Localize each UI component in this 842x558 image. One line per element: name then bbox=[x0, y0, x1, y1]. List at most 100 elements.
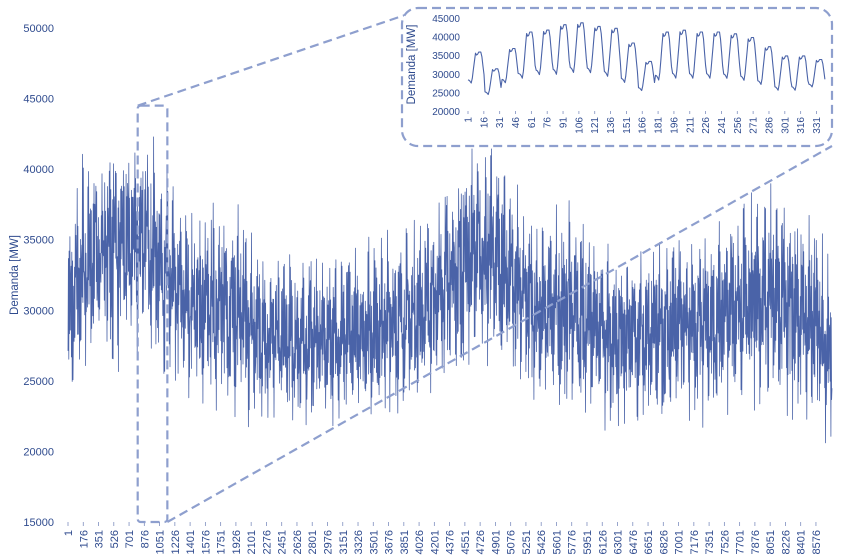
inset-x-tick-label: 76 bbox=[543, 117, 554, 129]
main-y-tick-label: 15000 bbox=[23, 517, 54, 529]
inset-frame bbox=[400, 6, 834, 148]
inset-demand-series bbox=[467, 22, 826, 96]
zoom-connector-bottom bbox=[166, 145, 833, 523]
main-x-tick-label: 2101 bbox=[246, 530, 258, 554]
inset-x-tick-label: 166 bbox=[638, 117, 649, 134]
main-x-tick-label: 8401 bbox=[796, 530, 808, 554]
zoom-connectors bbox=[137, 10, 833, 523]
main-y-tick-label: 40000 bbox=[23, 164, 54, 176]
main-x-tick-label: 3676 bbox=[384, 530, 396, 554]
inset-x-tick-label: 256 bbox=[733, 117, 744, 134]
main-x-tick-label: 8051 bbox=[765, 530, 777, 554]
highlight-window-box bbox=[136, 104, 169, 524]
main-x-tick-label: 7176 bbox=[689, 530, 701, 554]
inset-y-tick-label: 35000 bbox=[432, 51, 460, 62]
main-x-tick-label: 1051 bbox=[155, 530, 167, 554]
main-x-tick-label: 5076 bbox=[506, 530, 518, 554]
inset-x-tick-label: 31 bbox=[495, 117, 506, 129]
main-x-tick-label: 3151 bbox=[338, 530, 350, 554]
main-x-tick-label: 5776 bbox=[567, 530, 579, 554]
main-x-tick-label: 5426 bbox=[536, 530, 548, 554]
inset-chart: 20000 25000 30000 35000 40000 45000 1 16 31 46 61… bbox=[400, 6, 834, 148]
main-x-tick-label: 351 bbox=[94, 530, 106, 548]
main-y-tick-label: 50000 bbox=[23, 23, 54, 35]
inset-x-tick-label: 301 bbox=[780, 117, 791, 134]
main-x-tick-label: 4551 bbox=[460, 530, 472, 554]
main-x-tick-label: 701 bbox=[124, 530, 136, 548]
main-x-tick-label: 1226 bbox=[170, 530, 182, 554]
main-x-tick-label: 4376 bbox=[445, 530, 457, 554]
main-x-tick-label: 8576 bbox=[811, 530, 823, 554]
main-x-tick-label: 5601 bbox=[551, 530, 563, 554]
main-x-tick-label: 1401 bbox=[185, 530, 197, 554]
main-x-tick-label: 1751 bbox=[216, 530, 228, 554]
inset-x-tick-label: 331 bbox=[812, 117, 823, 134]
main-y-tick-label: 45000 bbox=[23, 94, 54, 106]
main-chart: 15000 20000 25000 30000 35000 40000 45000 50000… bbox=[9, 23, 833, 554]
inset-x-tick-label: 241 bbox=[717, 117, 728, 134]
main-y-tick-label: 35000 bbox=[23, 235, 54, 247]
inset-x-tick-label: 271 bbox=[749, 117, 760, 134]
main-x-tick-label: 876 bbox=[139, 530, 151, 548]
main-x-tick-label: 6826 bbox=[658, 530, 670, 554]
main-y-tick-label: 30000 bbox=[23, 305, 54, 317]
main-demand-series bbox=[67, 136, 833, 444]
main-x-tick-label: 6126 bbox=[597, 530, 609, 554]
inset-x-tick-label: 91 bbox=[559, 117, 570, 129]
main-y-axis-ticks: 15000 20000 25000 30000 35000 40000 45000 50000 bbox=[23, 23, 54, 529]
main-x-tick-label: 5251 bbox=[521, 530, 533, 554]
main-x-tick-label: 2451 bbox=[277, 530, 289, 554]
main-x-tick-label: 7701 bbox=[735, 530, 747, 554]
main-x-tick-label: 6476 bbox=[628, 530, 640, 554]
main-x-tick-label: 3501 bbox=[368, 530, 380, 554]
inset-x-tick-label: 151 bbox=[622, 117, 633, 134]
inset-x-tick-label: 211 bbox=[685, 117, 696, 133]
main-x-tick-label: 6651 bbox=[643, 530, 655, 554]
main-x-tick-label: 1576 bbox=[200, 530, 212, 554]
inset-x-tick-label: 1 bbox=[464, 117, 475, 123]
inset-x-tick-label: 121 bbox=[590, 117, 601, 134]
inset-x-tick-label: 16 bbox=[479, 117, 490, 129]
main-x-tick-label: 176 bbox=[78, 530, 90, 548]
main-x-tick-label: 526 bbox=[109, 530, 121, 548]
main-x-tick-label: 7001 bbox=[674, 530, 686, 554]
main-x-tick-label: 3851 bbox=[399, 530, 411, 554]
main-x-tick-label: 1 bbox=[63, 530, 75, 536]
main-x-tick-label: 4901 bbox=[490, 530, 502, 554]
main-x-tick-label: 2276 bbox=[261, 530, 273, 554]
main-x-tick-label: 2976 bbox=[322, 530, 334, 554]
main-y-tick-label: 25000 bbox=[23, 376, 54, 388]
inset-y-tick-label: 25000 bbox=[432, 88, 460, 99]
inset-y-tick-label: 40000 bbox=[432, 33, 460, 44]
inset-y-axis-title: Demanda [MW] bbox=[406, 25, 418, 105]
main-x-tick-label: 8226 bbox=[780, 530, 792, 554]
zoom-connector-top bbox=[137, 10, 415, 107]
inset-y-axis-ticks: 20000 25000 30000 35000 40000 45000 bbox=[432, 14, 460, 118]
main-x-tick-label: 2801 bbox=[307, 530, 319, 554]
main-x-tick-label: 4201 bbox=[429, 530, 441, 554]
main-x-tick-label: 7526 bbox=[719, 530, 731, 554]
main-y-tick-label: 20000 bbox=[23, 446, 54, 458]
main-y-axis-title: Demanda [MW] bbox=[9, 235, 21, 315]
main-x-tick-label: 3326 bbox=[353, 530, 365, 554]
inset-y-tick-label: 45000 bbox=[432, 14, 460, 25]
main-x-tick-label: 6301 bbox=[613, 530, 625, 554]
inset-y-tick-label: 20000 bbox=[432, 107, 460, 118]
inset-x-tick-label: 316 bbox=[796, 117, 807, 134]
main-x-axis-ticks: 1 176 351 526 701 876 1051 1226 1401 1576 1751 1926… bbox=[63, 522, 823, 554]
main-x-tick-label: 4726 bbox=[475, 530, 487, 554]
main-x-tick-label: 7876 bbox=[750, 530, 762, 554]
inset-x-tick-label: 106 bbox=[574, 117, 585, 134]
inset-x-axis-ticks: 1 16 31 46 61 76 91 106 121 136 151 166 181 196 211 226… bbox=[464, 111, 823, 134]
main-x-tick-label: 4026 bbox=[414, 530, 426, 554]
inset-x-tick-label: 226 bbox=[701, 117, 712, 134]
main-x-tick-label: 1926 bbox=[231, 530, 243, 554]
inset-x-tick-label: 46 bbox=[511, 117, 522, 129]
inset-x-tick-label: 181 bbox=[654, 117, 665, 134]
inset-y-tick-label: 30000 bbox=[432, 70, 460, 81]
inset-x-tick-label: 286 bbox=[764, 117, 775, 134]
main-x-tick-label: 2626 bbox=[292, 530, 304, 554]
inset-x-tick-label: 196 bbox=[669, 117, 680, 134]
main-x-tick-label: 5951 bbox=[582, 530, 594, 554]
